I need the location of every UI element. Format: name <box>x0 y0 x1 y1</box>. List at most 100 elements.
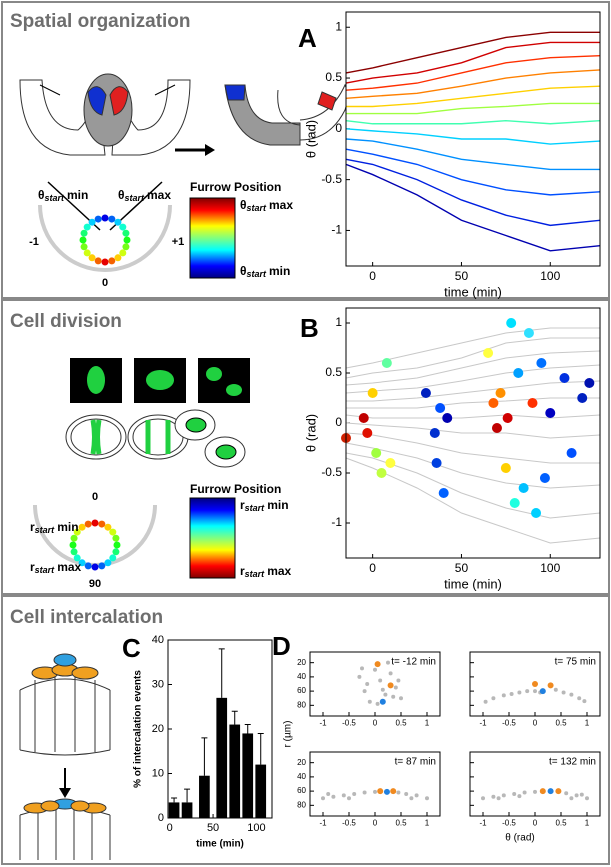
y-tick-label: 80 <box>297 700 306 709</box>
subscript: start <box>247 269 268 279</box>
event-dot <box>420 388 431 398</box>
x-tick-label: -0.5 <box>502 818 516 827</box>
gray-cell <box>362 689 367 694</box>
y-axis-label: θ (rad) <box>304 120 319 158</box>
y-tick-label: 0.5 <box>325 365 342 379</box>
gray-cell <box>399 696 403 701</box>
colorbar <box>189 497 236 579</box>
x-tick-label: 0.5 <box>395 818 407 827</box>
y-tick-label: 60 <box>297 686 306 695</box>
trajectory <box>346 102 600 115</box>
gray-cell <box>375 701 380 706</box>
gray-cell <box>569 796 574 801</box>
trajectory <box>345 452 601 519</box>
trajectory <box>345 414 601 419</box>
dial-dots <box>69 214 131 571</box>
trajectory <box>346 397 600 409</box>
dial-dot <box>101 214 109 222</box>
dial-dot <box>114 218 122 226</box>
event-dot <box>584 378 595 388</box>
panel-time: t= -12 min <box>391 657 436 668</box>
y-tick-label: -1 <box>331 515 342 529</box>
gray-cell <box>373 789 377 794</box>
dial-dot <box>91 519 99 527</box>
plot-frame <box>345 307 601 559</box>
x-tick-label: -1 <box>319 818 327 827</box>
symbol: r <box>30 560 35 574</box>
event-dot <box>539 473 550 483</box>
gray-cell <box>425 796 429 801</box>
y-tick-label: 10 <box>152 767 164 779</box>
trajectory <box>345 128 601 145</box>
orange-cell <box>377 788 384 795</box>
gray-cell <box>331 794 336 799</box>
plot-frame <box>167 639 273 819</box>
event-dot <box>488 398 499 408</box>
subscript: start <box>35 525 56 535</box>
blue-cell <box>379 698 386 705</box>
blue-cell <box>539 688 546 695</box>
gray-cell <box>533 789 537 794</box>
dial-dot <box>80 243 88 251</box>
event-dot <box>513 368 524 378</box>
panel-letter: C <box>122 633 141 663</box>
y-axis-label: % of intercalation events <box>133 670 144 788</box>
dial-dot <box>123 236 131 244</box>
x-axis-label: time (min) <box>444 285 502 300</box>
gray-cell <box>393 685 398 690</box>
dial-dot <box>119 223 127 231</box>
y-tick-label: 0.5 <box>325 70 342 84</box>
symbol: r <box>30 520 35 534</box>
x-tick-label: -1 <box>479 718 487 727</box>
dial-dot <box>80 229 88 237</box>
gray-cell <box>383 692 388 697</box>
gray-cell <box>391 694 396 699</box>
section-title: Spatial organization <box>10 11 191 32</box>
gray-cell <box>414 793 419 798</box>
section-border <box>1 1 610 299</box>
y-axis-label: r (µm) <box>283 721 294 748</box>
trajectory <box>345 138 600 171</box>
event-dot <box>438 488 449 498</box>
gray-cell <box>373 667 377 672</box>
x-tick-label: 1 <box>585 818 590 827</box>
legend-title: Furrow Position <box>190 180 281 194</box>
trajectory <box>345 163 601 252</box>
dial-dot <box>114 254 122 262</box>
orange-cell <box>387 682 394 689</box>
gray-cell <box>496 796 501 801</box>
dial-dot <box>78 523 86 531</box>
x-tick-label: 1 <box>425 718 430 727</box>
dial-dot <box>98 520 106 528</box>
gray-cell <box>501 693 506 698</box>
subscript: start <box>247 203 268 213</box>
trajectory <box>345 120 601 125</box>
dial-dot <box>98 562 106 570</box>
event-dot <box>502 413 513 423</box>
x-tick-label: 0 <box>369 269 376 283</box>
symbol-label: θstart max <box>240 198 293 213</box>
dial-dot <box>73 528 81 536</box>
y-tick-label: -1 <box>331 223 342 237</box>
gray-cell <box>569 692 574 697</box>
y-tick-label: -0.5 <box>321 172 342 186</box>
event-dot <box>559 373 570 383</box>
dial-dot <box>88 254 96 262</box>
event-dot <box>362 428 373 438</box>
dial-dot <box>104 523 112 531</box>
dial-dot <box>79 236 87 244</box>
gray-cell <box>481 796 485 801</box>
y-tick-label: 1 <box>335 19 342 33</box>
x-tick-label: 1 <box>585 718 590 727</box>
y-tick-label: 40 <box>152 634 164 646</box>
symbol-label: θstart min <box>240 264 290 279</box>
error-bar <box>231 710 238 725</box>
x-tick-label: 50 <box>207 822 219 834</box>
event-dot <box>566 448 577 458</box>
error-bar <box>201 737 208 776</box>
dial-label: 0 <box>92 491 98 503</box>
x-axis-label: time (min) <box>196 839 244 850</box>
subscript: start <box>45 193 66 203</box>
event-dot <box>577 393 588 403</box>
event-dot <box>435 403 446 413</box>
